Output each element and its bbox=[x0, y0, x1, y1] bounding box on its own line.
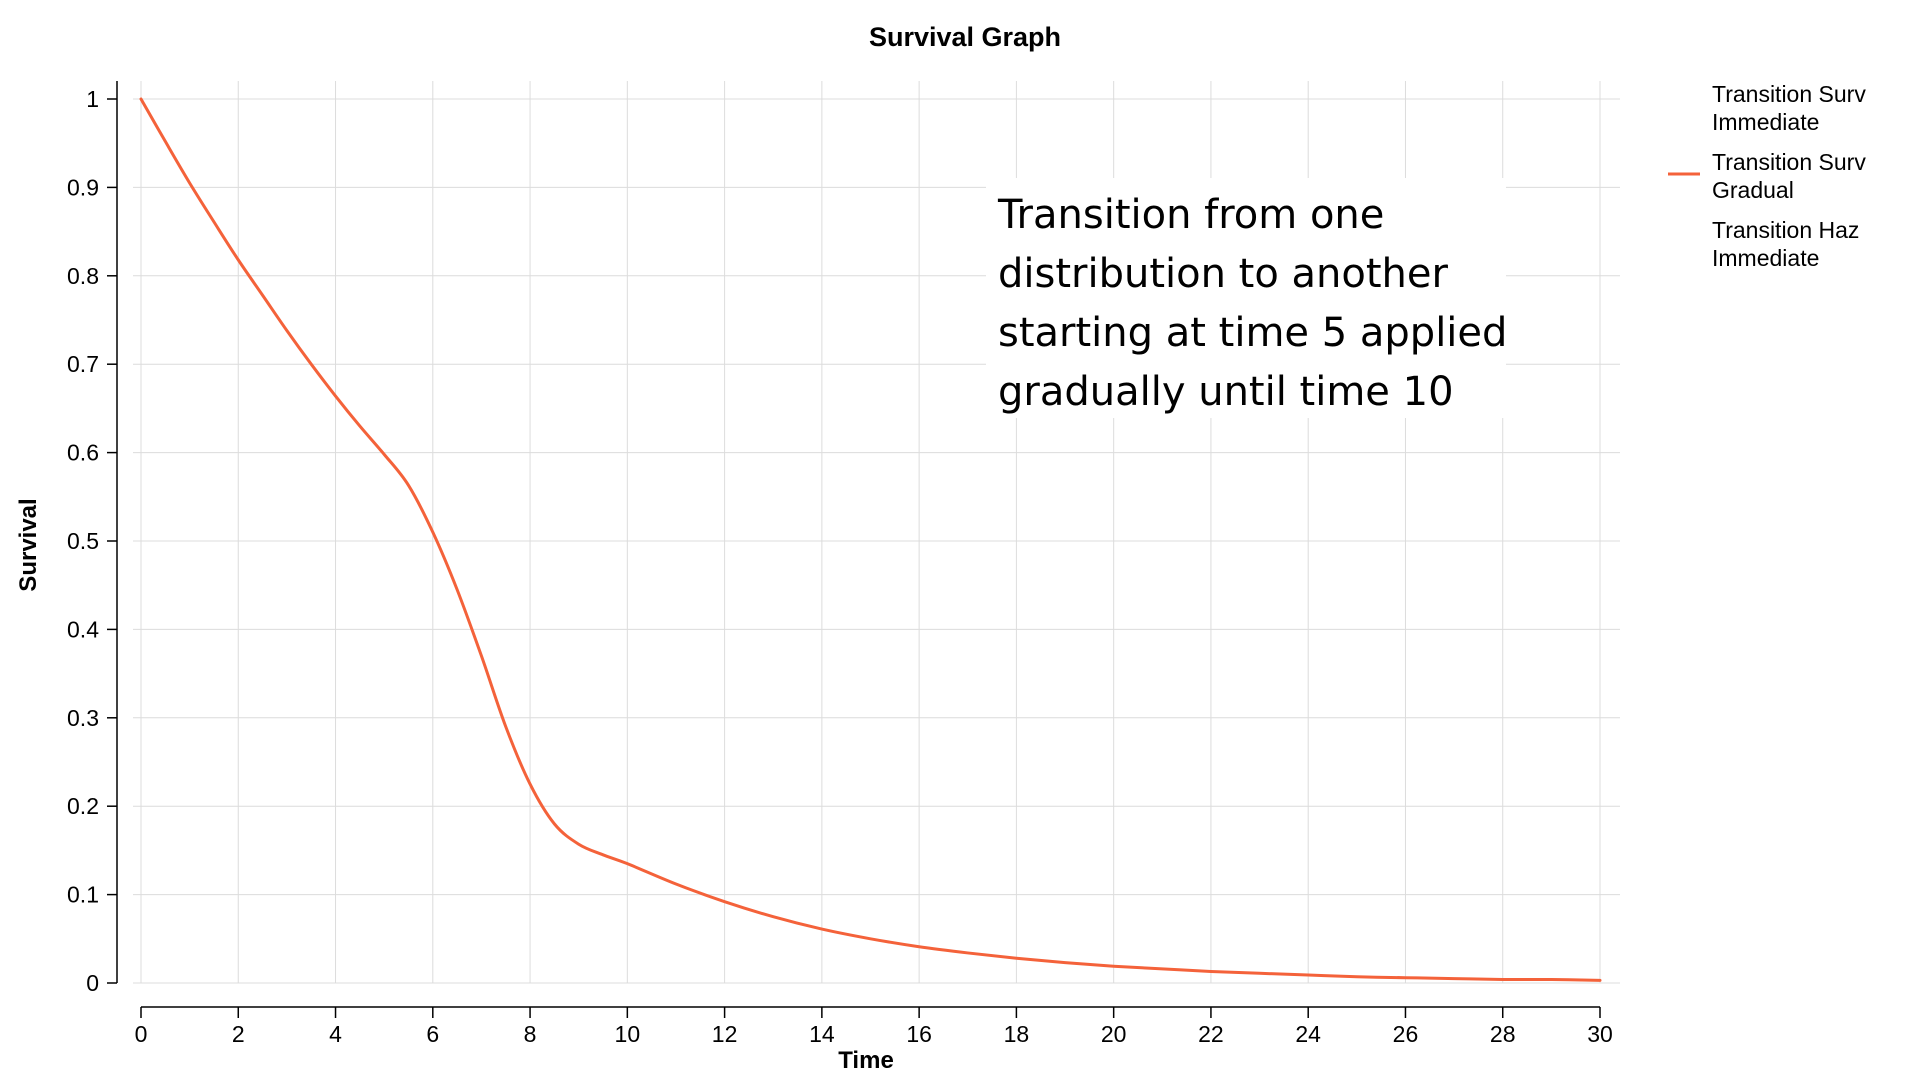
x-tick-label: 14 bbox=[809, 1021, 835, 1047]
x-tick-label: 16 bbox=[906, 1021, 932, 1047]
y-tick-label: 0.7 bbox=[67, 351, 99, 377]
legend-label: Transition Haz bbox=[1712, 217, 1859, 243]
x-tick-label: 28 bbox=[1490, 1021, 1516, 1047]
y-tick-label: 0.3 bbox=[67, 705, 99, 731]
legend-label: Transition Surv bbox=[1712, 81, 1866, 107]
y-tick-label: 0.2 bbox=[67, 793, 99, 819]
x-tick-label: 8 bbox=[524, 1021, 537, 1047]
annotation-line-3: starting at time 5 applied bbox=[998, 310, 1508, 356]
legend-label: Transition Surv bbox=[1712, 149, 1866, 175]
y-tick-label: 0.6 bbox=[67, 440, 99, 466]
x-tick-label: 20 bbox=[1101, 1021, 1127, 1047]
x-tick-label: 2 bbox=[232, 1021, 245, 1047]
x-tick-label: 18 bbox=[1004, 1021, 1030, 1047]
y-tick-label: 1 bbox=[86, 86, 99, 112]
y-tick-label: 0.8 bbox=[67, 263, 99, 289]
y-tick-label: 0.4 bbox=[67, 616, 99, 642]
axes: 00.10.20.30.40.50.60.70.80.910 2 4 6 8 10 12 14… bbox=[67, 81, 1613, 1047]
annotation-line-4: gradually until time 10 bbox=[998, 369, 1454, 415]
x-tick-label: 10 bbox=[615, 1021, 641, 1047]
legend-label: Gradual bbox=[1712, 177, 1794, 203]
series-line bbox=[139, 97, 1602, 982]
x-tick-label: 4 bbox=[329, 1021, 342, 1047]
y-tick-label: 0.9 bbox=[67, 174, 99, 200]
y-tick-label: 0.5 bbox=[67, 528, 99, 554]
x-tick-label: 24 bbox=[1295, 1021, 1321, 1047]
x-tick-label: 0 bbox=[135, 1021, 148, 1047]
annotation-line-1: Transition from one bbox=[998, 192, 1385, 238]
y-tick-label: 0 bbox=[86, 970, 99, 996]
y-axis-title: Survival bbox=[15, 498, 42, 591]
x-tick-label: 30 bbox=[1587, 1021, 1613, 1047]
x-axis-title: Time bbox=[838, 1047, 894, 1074]
x-tick-label: 26 bbox=[1393, 1021, 1419, 1047]
legend-label: Immediate bbox=[1712, 109, 1819, 135]
x-tick-label: 6 bbox=[426, 1021, 439, 1047]
series-layer bbox=[139, 97, 1602, 982]
annotation-box: Transition from one distribution to anot… bbox=[986, 178, 1508, 418]
y-tick-label: 0.1 bbox=[67, 882, 99, 908]
annotation-line-2: distribution to another bbox=[998, 251, 1448, 297]
chart-title: Survival Graph bbox=[869, 22, 1061, 52]
x-tick-label: 12 bbox=[712, 1021, 738, 1047]
legend-label: Immediate bbox=[1712, 245, 1819, 271]
x-tick-label: 22 bbox=[1198, 1021, 1224, 1047]
